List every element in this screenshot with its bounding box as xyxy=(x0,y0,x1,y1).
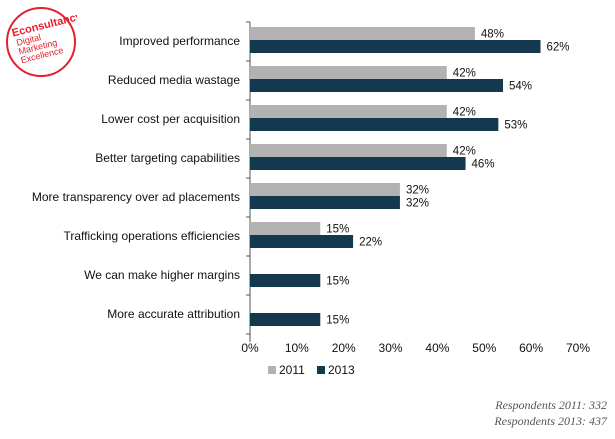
bar-2011 xyxy=(250,66,447,79)
bar-2011 xyxy=(250,222,321,235)
data-label-2011: 48% xyxy=(481,29,504,41)
bar-2013 xyxy=(250,118,499,131)
bar-2013 xyxy=(250,40,541,53)
x-tick-label: 10% xyxy=(285,341,309,355)
bar-2013 xyxy=(250,79,504,92)
bar-2013 xyxy=(250,235,354,248)
x-tick-label: 70% xyxy=(566,341,590,355)
bar-2011 xyxy=(250,27,475,40)
bar-2011 xyxy=(250,105,447,118)
data-label-2013: 46% xyxy=(472,159,495,171)
bar-2011 xyxy=(250,144,447,157)
bar-2013 xyxy=(250,274,321,287)
data-label-2013: 54% xyxy=(509,81,532,93)
data-label-2011: 42% xyxy=(453,68,476,80)
econsultancy-logo: Econsultancy Digital Marketing Excellenc… xyxy=(5,6,84,78)
bar-2013 xyxy=(250,157,466,170)
category-label: Trafficking operations efficiencies xyxy=(63,229,240,243)
x-tick-label: 30% xyxy=(379,341,403,355)
data-label-2013: 22% xyxy=(359,237,382,249)
bar-2013 xyxy=(250,196,400,209)
data-label-2013: 15% xyxy=(326,315,349,327)
respondents-2011: Respondents 2011: 332 xyxy=(495,398,607,412)
data-label-2013: 62% xyxy=(547,42,570,54)
legend-label-2013: 2013 xyxy=(328,363,355,377)
respondents-note: Respondents 2011: 332 Respondents 2013: … xyxy=(494,397,607,429)
x-tick-label: 40% xyxy=(425,341,449,355)
data-label-2011: 15% xyxy=(326,224,349,236)
category-label: More accurate attribution xyxy=(107,307,240,321)
x-tick-label: 50% xyxy=(472,341,496,355)
category-label: More transparency over ad placements xyxy=(32,190,240,204)
data-label-2011: 32% xyxy=(406,185,429,197)
legend-swatch-2011 xyxy=(268,366,276,374)
respondents-2013: Respondents 2013: 437 xyxy=(494,414,607,428)
category-label: We can make higher margins xyxy=(84,268,240,282)
data-label-2011: 42% xyxy=(453,146,476,158)
bar-2013 xyxy=(250,313,321,326)
category-label: Better targeting capabilities xyxy=(95,151,240,165)
category-label: Improved performance xyxy=(119,34,240,48)
x-tick-label: 0% xyxy=(241,341,259,355)
legend-swatch-2013 xyxy=(317,366,325,374)
legend-label-2011: 2011 xyxy=(279,363,305,377)
category-label: Lower cost per acquisition xyxy=(101,112,240,126)
data-label-2013: 32% xyxy=(406,198,429,210)
bar-2011 xyxy=(250,183,400,196)
data-label-2011: 42% xyxy=(453,107,476,119)
x-tick-label: 20% xyxy=(332,341,356,355)
x-tick-label: 60% xyxy=(519,341,543,355)
category-label: Reduced media wastage xyxy=(108,73,240,87)
data-label-2013: 53% xyxy=(504,120,527,132)
data-label-2013: 15% xyxy=(326,276,349,288)
